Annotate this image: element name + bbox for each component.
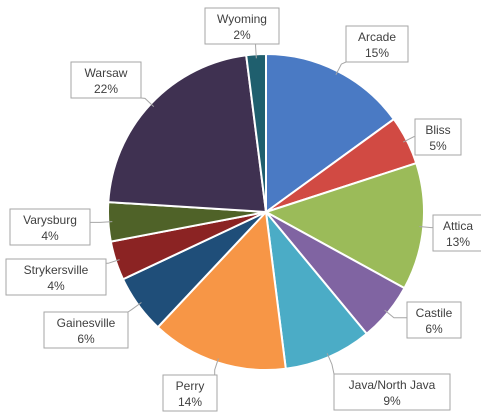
data-label-box <box>204 7 280 45</box>
data-label-box <box>9 208 91 246</box>
data-label-box <box>414 118 462 156</box>
data-label-category: Gainesville <box>57 316 116 330</box>
data-label-category: Warsaw <box>85 66 128 80</box>
pie-slices <box>107 52 425 371</box>
data-label-category: Strykersville <box>24 263 89 277</box>
data-label-value: 4% <box>47 279 65 293</box>
leader-lines <box>90 44 433 375</box>
data-label-value: 13% <box>446 235 470 249</box>
data-label-value: 14% <box>178 395 202 409</box>
data-label-category: Bliss <box>425 123 450 137</box>
leader-line <box>255 44 257 59</box>
data-label-box <box>70 61 142 99</box>
data-label-value: 15% <box>365 46 389 60</box>
data-label-category: Wyoming <box>217 12 267 26</box>
data-label-category: Java/North Java <box>349 378 436 392</box>
data-label-value: 6% <box>77 332 95 346</box>
data-label-value: 5% <box>429 139 447 153</box>
data-label-value: 9% <box>383 394 401 408</box>
data-label-box <box>406 301 462 339</box>
data-label-box <box>333 373 451 411</box>
data-label-category: Varysburg <box>23 213 77 227</box>
leader-line <box>127 302 142 313</box>
data-label-value: 4% <box>41 229 59 243</box>
data-label-category: Arcade <box>358 30 396 44</box>
data-label-value: 2% <box>233 28 251 42</box>
data-label-box <box>43 311 129 349</box>
data-label-category: Castile <box>416 306 453 320</box>
leader-line <box>140 97 155 107</box>
data-label-value: 6% <box>425 322 443 336</box>
data-label-box <box>345 25 409 63</box>
leader-line <box>326 353 335 375</box>
leader-line <box>335 61 347 76</box>
leader-line <box>106 259 120 264</box>
slice-labels: Arcade 15% Bliss 5% Attica 13% Castile 6% Java/N… <box>5 7 481 412</box>
data-label-box <box>5 258 107 296</box>
data-label-box <box>162 374 218 412</box>
leader-line <box>214 358 219 375</box>
leader-line <box>384 309 407 319</box>
data-label-category: Perry <box>176 379 205 393</box>
data-label-box <box>432 214 481 252</box>
data-label-category: Attica <box>443 219 473 233</box>
data-label-value: 22% <box>94 82 118 96</box>
leader-line <box>419 225 433 229</box>
leader-line <box>90 221 113 223</box>
